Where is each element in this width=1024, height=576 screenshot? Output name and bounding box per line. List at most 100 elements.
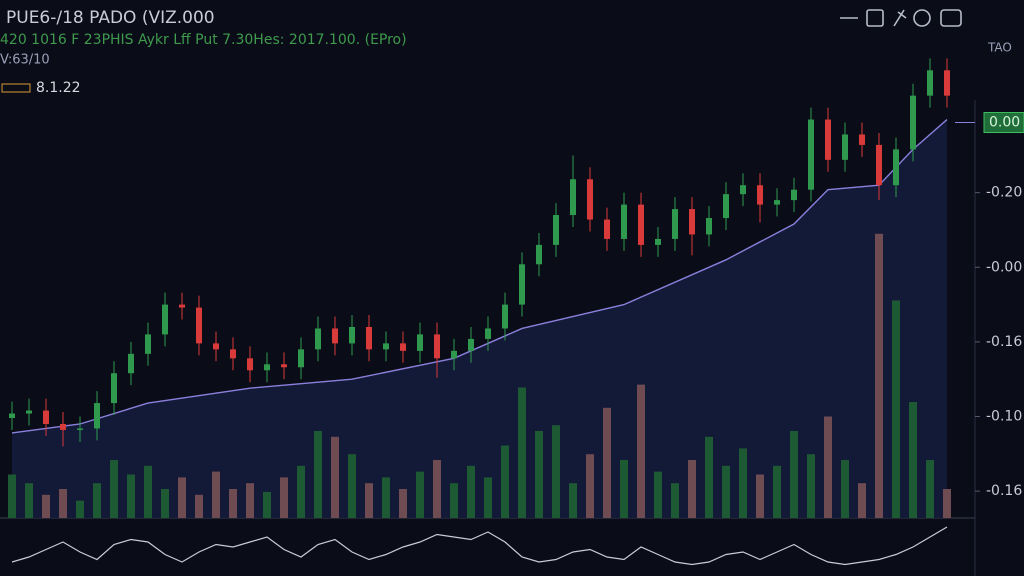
volume-bar: [739, 448, 747, 518]
candle-body: [706, 218, 712, 235]
candle-body: [689, 209, 695, 235]
candle-body: [774, 200, 780, 205]
draw-button[interactable]: [893, 9, 907, 27]
toolbar: [840, 9, 962, 27]
side-label: TAO: [987, 41, 1012, 55]
volume-bar: [93, 483, 101, 518]
volume-bar: [229, 489, 237, 518]
volume-bar: [127, 474, 135, 518]
candle-body: [502, 304, 508, 329]
candle-body: [43, 410, 49, 424]
candle-body: [791, 189, 797, 201]
candle-body: [417, 334, 423, 351]
volume-bar: [59, 489, 67, 518]
volume-bar: [450, 483, 458, 518]
candle-body: [723, 194, 729, 219]
ma-line: [11, 119, 948, 434]
price-label: 8.1.22: [36, 80, 81, 96]
volume-bar: [467, 465, 475, 518]
candle-body: [111, 373, 117, 404]
candle-body: [264, 364, 270, 371]
candle-body: [519, 264, 525, 305]
volume-bar: [212, 471, 220, 518]
volume-bar: [382, 477, 390, 518]
volume-bar: [263, 491, 271, 518]
candle-body: [910, 95, 916, 150]
oscillator-line: [11, 526, 948, 566]
layout-button[interactable]: [866, 9, 884, 27]
candle-body: [230, 349, 236, 359]
volume-bar: [688, 460, 696, 518]
candle-body: [26, 410, 32, 414]
candle-body: [145, 334, 151, 354]
volume-bar: [42, 494, 50, 518]
volume-bar: [76, 500, 84, 518]
candle-body: [587, 179, 593, 220]
candle-body: [893, 149, 899, 186]
candle-body: [9, 413, 15, 419]
info-line: 420 1016 F 23PHIS Aykr Lff Put 7.30Hes: …: [0, 32, 407, 48]
volume-bar: [773, 465, 781, 518]
volume-bar: [654, 471, 662, 518]
volume-bar: [552, 425, 560, 518]
candle-body: [196, 307, 202, 344]
volume-bar: [943, 489, 951, 518]
volume-bar: [8, 474, 16, 518]
volume-bar: [756, 474, 764, 518]
volume-bar: [433, 460, 441, 518]
candle-body: [825, 119, 831, 160]
volume-bar: [535, 431, 543, 518]
candle-body: [740, 185, 746, 195]
volume-bar: [722, 465, 730, 518]
candle-body: [281, 364, 287, 368]
volume-bar: [297, 465, 305, 518]
volume-bar: [484, 477, 492, 518]
volume-bar: [926, 460, 934, 518]
candle-body: [859, 134, 865, 145]
volume-bar: [161, 489, 169, 518]
volume-bar: [569, 483, 577, 518]
candle-body: [842, 134, 848, 160]
candle-body: [366, 326, 372, 350]
candle-body: [944, 70, 950, 96]
volume-bar: [909, 402, 917, 518]
price-icon: [1, 83, 31, 93]
volume-bar: [348, 454, 356, 518]
y-tick-label: -0.16: [986, 334, 1022, 350]
candle-body: [672, 209, 678, 239]
candle-body: [128, 353, 134, 374]
volume-bar: [518, 387, 526, 518]
candle-body: [315, 328, 321, 350]
settings-button[interactable]: [940, 9, 962, 27]
candle-body: [485, 328, 491, 339]
volume-bar: [314, 431, 322, 518]
volume-bar: [671, 483, 679, 518]
volume-bar: [705, 436, 713, 518]
volume-bar: [399, 489, 407, 518]
alert-button[interactable]: [913, 9, 931, 27]
volume-bar: [586, 454, 594, 518]
ma-area: [12, 119, 947, 518]
y-tick-label: -0.10: [986, 409, 1022, 425]
candle-body: [451, 350, 457, 359]
candle-body: [162, 304, 168, 335]
candle-body: [757, 185, 763, 205]
volume-bar: [501, 445, 509, 518]
candle-body: [638, 204, 644, 245]
y-tick-label: -0.16: [986, 483, 1022, 499]
volume-bar: [246, 483, 254, 518]
volume-bar: [603, 407, 611, 518]
last-price-label: 0.00: [989, 115, 1020, 131]
candle-body: [94, 403, 100, 429]
volume-bar: [110, 460, 118, 518]
candle-body: [876, 144, 882, 186]
volume-bar: [620, 460, 628, 518]
volume-label: V:63/10: [0, 53, 50, 68]
volume-bar: [637, 384, 645, 518]
candle-body: [298, 349, 304, 368]
candle-body: [60, 423, 66, 430]
candle-body: [621, 204, 627, 239]
y-tick-label: -0.20: [986, 185, 1022, 201]
